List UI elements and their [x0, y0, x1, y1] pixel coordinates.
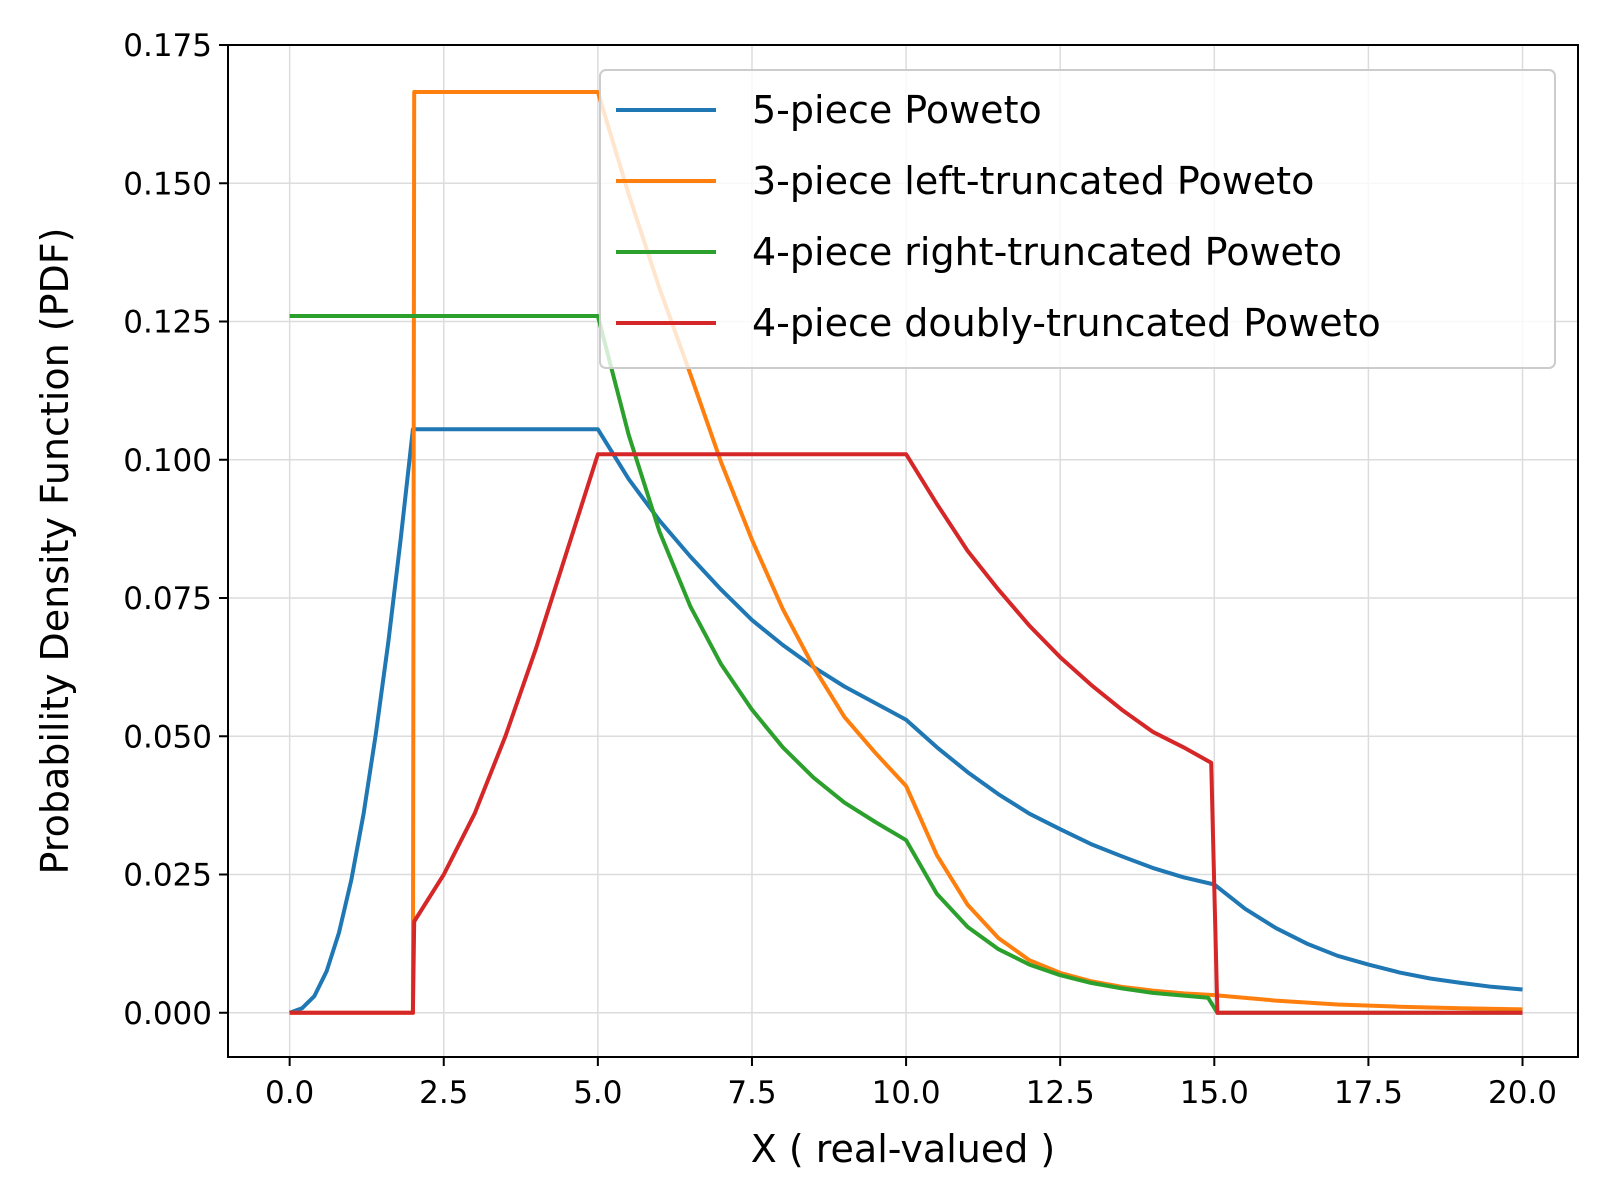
x-tick-label: 12.5: [1026, 1075, 1095, 1111]
legend-label-1: 5-piece Poweto: [752, 88, 1042, 132]
plot-frame: [227, 44, 1579, 1058]
legend-label-2: 3-piece left-truncated Poweto: [752, 159, 1314, 203]
y-tick-label: 0.175: [123, 28, 212, 64]
x-axis-ticks: 0.0 2.5 5.0 7.5 10.0 12.5 15.0 17.5 20.0: [265, 1057, 1557, 1111]
y-axis-ticks: 0.000 0.025 0.050 0.075 0.100 0.125 0.150 0.175: [123, 28, 228, 1032]
x-tick-label: 7.5: [727, 1075, 776, 1111]
legend-label-4: 4-piece doubly-truncated Poweto: [752, 301, 1381, 345]
x-tick-label: 15.0: [1180, 1075, 1249, 1111]
x-tick-label: 5.0: [573, 1075, 622, 1111]
y-tick-label: 0.025: [123, 858, 212, 894]
x-axis-label: X ( real-valued ): [751, 1127, 1056, 1171]
y-tick-label: 0.100: [123, 443, 212, 479]
x-tick-label: 17.5: [1334, 1075, 1403, 1111]
x-tick-label: 0.0: [265, 1075, 314, 1111]
legend-label-3: 4-piece right-truncated Poweto: [752, 230, 1342, 274]
y-tick-label: 0.150: [123, 166, 212, 202]
series-line-4: [289, 452, 1523, 1015]
legend-box: [599, 69, 1556, 369]
y-tick-label: 0.075: [123, 581, 212, 617]
y-axis-label: Probability Density Function (PDF): [33, 228, 77, 875]
y-tick-label: 0.000: [123, 996, 212, 1032]
legend: 5-piece Poweto 3-piece left-truncated Pow…: [599, 69, 1556, 369]
y-tick-label: 0.125: [123, 305, 212, 341]
series-lines: [288, 90, 1523, 1015]
x-tick-label: 20.0: [1488, 1075, 1557, 1111]
y-tick-label: 0.050: [123, 719, 212, 755]
series-line-1: [288, 427, 1523, 1015]
series-line-2: [289, 90, 1523, 1015]
x-tick-label: 2.5: [419, 1075, 468, 1111]
x-tick-label: 10.0: [872, 1075, 941, 1111]
